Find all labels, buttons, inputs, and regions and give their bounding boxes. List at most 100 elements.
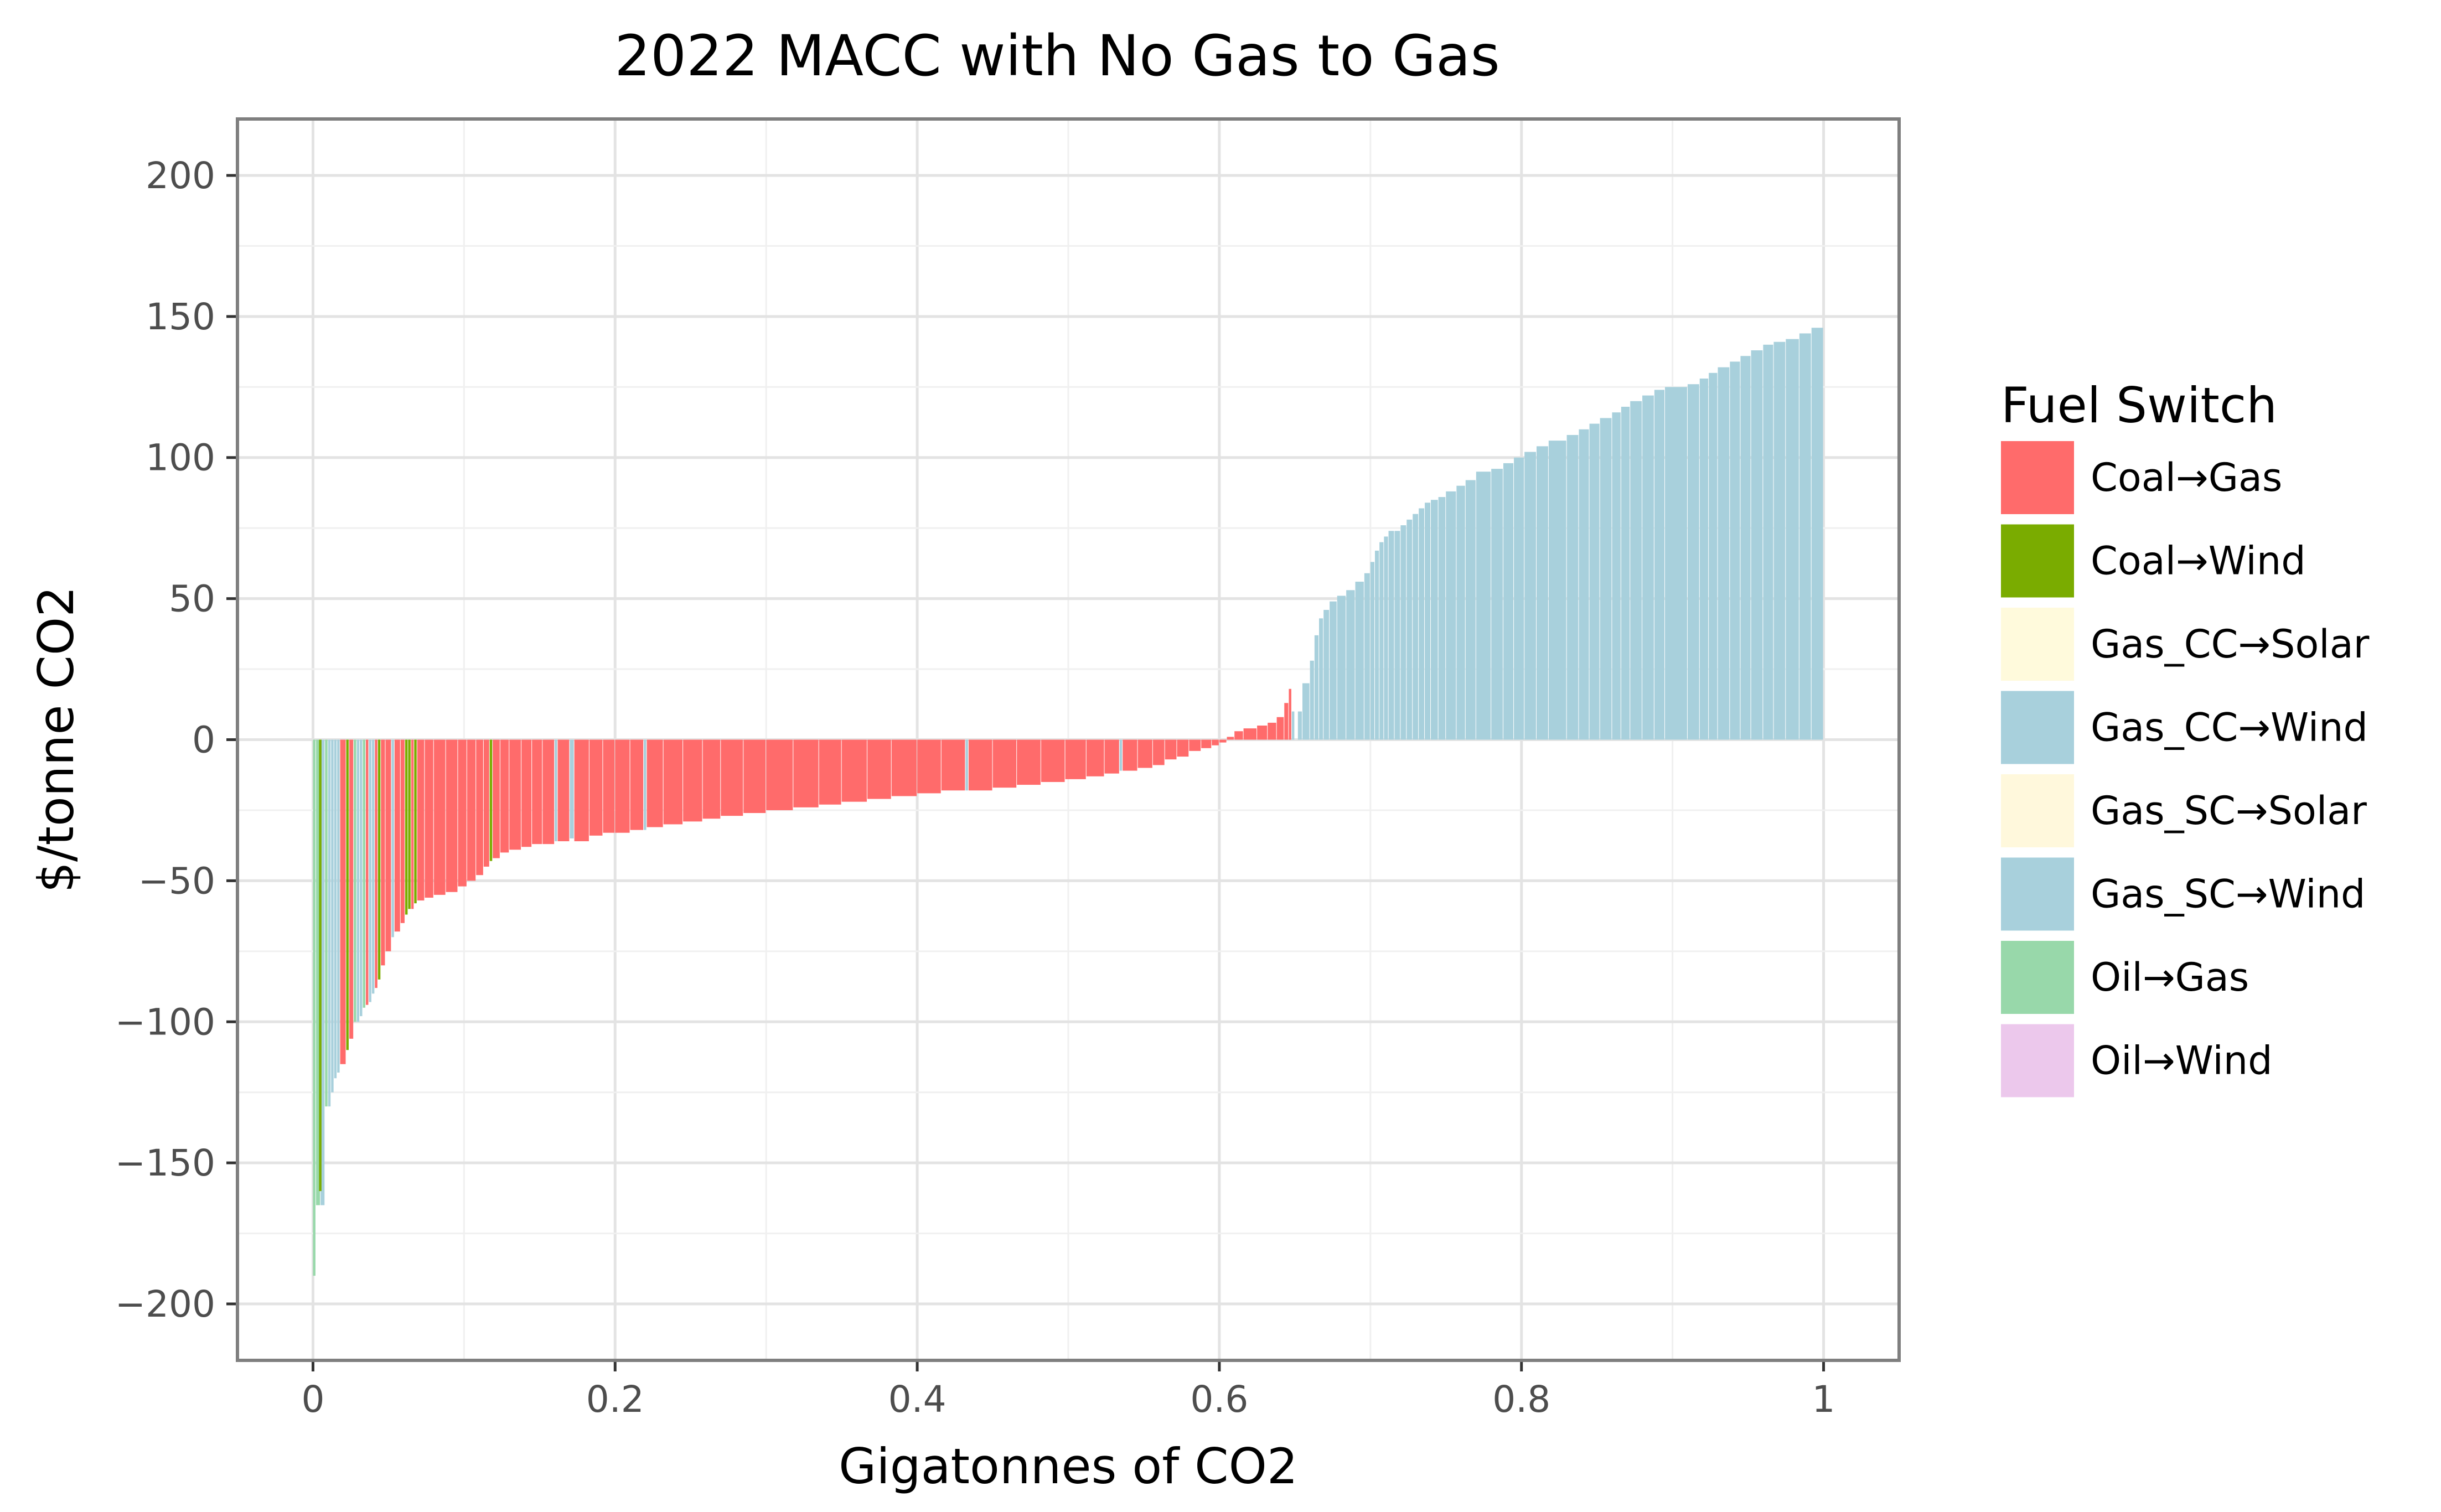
y-tick-label: 50 <box>169 578 215 620</box>
bar-coal-to-gas <box>867 739 891 799</box>
bar-gas-cc-to-wind <box>1375 550 1379 740</box>
bar-coal-to-wind <box>346 739 349 1050</box>
bar-coal-to-gas <box>647 739 663 827</box>
bar-gas-cc-to-wind <box>328 739 331 1107</box>
bar-gas-cc-to-wind <box>1330 601 1337 740</box>
bar-oil-to-gas <box>313 739 316 1276</box>
bar-gas-cc-to-wind <box>1430 500 1438 740</box>
x-tick-label: 0.2 <box>586 1378 644 1421</box>
legend-entries: Coal→Gas Coal→Wind Gas_CC→Solar Gas_CC→Wind… <box>2001 441 2370 1097</box>
bar-gas-cc-to-wind <box>1699 378 1709 740</box>
bar-coal-to-gas <box>743 739 766 814</box>
legend-label-gas-sc-to-wind: Gas_SC→Wind <box>2091 872 2366 917</box>
bar-gas-cc-to-wind <box>555 739 557 842</box>
bar-coal-to-gas <box>1268 722 1276 740</box>
bar-coal-to-gas <box>1165 739 1177 760</box>
bar-gas-cc-to-wind <box>1394 531 1400 740</box>
legend-label-oil-to-wind: Oil→Wind <box>2091 1038 2273 1084</box>
bars-layer <box>313 328 1823 1276</box>
y-axis-title: $/tonne CO2 <box>28 586 85 893</box>
bar-gas-cc-to-wind <box>1379 542 1384 740</box>
bar-gas-cc-to-wind <box>337 739 340 1073</box>
bar-gas-cc-to-wind <box>1314 635 1319 740</box>
panel-border <box>236 117 1901 1362</box>
bar-coal-to-gas <box>683 739 702 822</box>
bar-gas-cc-to-wind <box>1751 350 1763 740</box>
y-tick-label: 200 <box>146 154 215 197</box>
bar-gas-cc-to-wind <box>371 739 375 994</box>
x-tick-label: 0 <box>301 1378 324 1421</box>
bar-coal-to-gas <box>841 739 867 802</box>
bar-coal-to-gas <box>500 739 509 853</box>
bar-gas-cc-to-wind <box>1346 590 1355 740</box>
bar-gas-cc-to-wind <box>331 739 334 1092</box>
bar-coal-to-gas <box>1284 703 1289 740</box>
bar-coal-to-gas <box>1041 739 1065 782</box>
bar-gas-cc-to-wind <box>1456 485 1465 740</box>
bar-gas-cc-to-wind <box>1537 446 1548 740</box>
bar-gas-cc-to-wind <box>1664 387 1687 740</box>
y-tick-label: 0 <box>192 719 215 762</box>
bar-coal-to-gas <box>1177 739 1189 757</box>
bar-coal-to-gas <box>340 739 346 1064</box>
bar-gas-cc-to-wind <box>1612 412 1621 740</box>
x-tick-label: 0.4 <box>888 1378 947 1421</box>
bar-coal-to-gas <box>1086 739 1104 776</box>
bar-gas-cc-to-wind <box>1323 610 1330 740</box>
y-tick-label: −100 <box>115 1001 215 1043</box>
bar-coal-to-gas <box>589 739 603 836</box>
bar-coal-to-gas <box>1152 739 1165 765</box>
bar-gas-cc-to-wind <box>1799 333 1811 740</box>
bar-coal-to-gas <box>394 739 400 932</box>
bar-gas-cc-to-wind <box>1337 596 1346 740</box>
y-tick-label: 150 <box>146 296 215 338</box>
bar-coal-to-gas <box>1276 717 1284 740</box>
bar-gas-cc-to-wind <box>1763 344 1773 740</box>
bar-coal-to-gas <box>968 739 992 791</box>
bar-oil-to-gas <box>363 739 365 1008</box>
bar-coal-to-gas <box>509 739 521 850</box>
legend-label-gas-cc-to-solar: Gas_CC→Solar <box>2091 622 2370 667</box>
bar-gas-cc-to-wind <box>1302 683 1310 740</box>
bar-oil-to-gas <box>354 739 356 1022</box>
bar-gas-cc-to-wind <box>1119 739 1123 771</box>
bar-gas-cc-to-wind <box>1730 361 1740 740</box>
y-tick-label: −200 <box>115 1283 215 1325</box>
bar-coal-to-gas <box>1219 739 1227 743</box>
bar-coal-to-gas <box>1017 739 1041 785</box>
bar-gas-cc-to-wind <box>1425 503 1430 740</box>
legend-title: Fuel Switch <box>2001 377 2277 434</box>
bar-gas-cc-to-wind <box>1491 469 1503 740</box>
y-tick-label: −50 <box>138 859 215 902</box>
bar-gas-cc-to-wind <box>1687 384 1699 740</box>
bar-coal-to-gas <box>721 739 743 816</box>
bar-gas-cc-to-wind <box>1621 406 1630 740</box>
bar-coal-to-gas <box>425 739 433 898</box>
bar-oil-to-gas <box>325 739 328 1107</box>
bar-coal-to-wind <box>414 739 417 904</box>
bar-coal-to-gas <box>349 739 354 1039</box>
bar-coal-to-gas <box>1104 739 1119 774</box>
bar-coal-to-gas <box>458 739 467 887</box>
legend-label-oil-to-gas: Oil→Gas <box>2091 955 2249 1000</box>
bar-gas-cc-to-wind <box>1524 452 1537 740</box>
bar-coal-to-gas <box>1243 728 1257 740</box>
legend-key-gas-sc-to-wind <box>2001 857 2074 931</box>
bar-coal-to-gas <box>702 739 721 819</box>
bar-gas-cc-to-wind <box>1291 711 1295 740</box>
y-tick-label: 100 <box>146 437 215 479</box>
bar-gas-cc-to-wind <box>1388 531 1394 740</box>
bar-coal-to-gas <box>603 739 615 833</box>
bar-gas-cc-to-wind <box>1630 401 1642 740</box>
bar-coal-to-gas <box>385 739 391 951</box>
bar-coal-to-gas <box>1123 739 1137 771</box>
legend-key-gas-cc-to-solar <box>2001 608 2074 681</box>
bar-gas-cc-to-wind <box>334 739 337 1079</box>
chart-title: 2022 MACC with No Gas to Gas <box>614 23 1499 89</box>
bar-coal-to-gas <box>663 739 683 825</box>
bar-gas-cc-to-wind <box>1310 660 1314 740</box>
bar-coal-to-gas <box>1257 726 1268 740</box>
bar-gas-cc-to-wind <box>320 739 325 1205</box>
bar-coal-to-wind <box>405 739 408 915</box>
bar-gas-cc-to-wind <box>1548 441 1566 740</box>
